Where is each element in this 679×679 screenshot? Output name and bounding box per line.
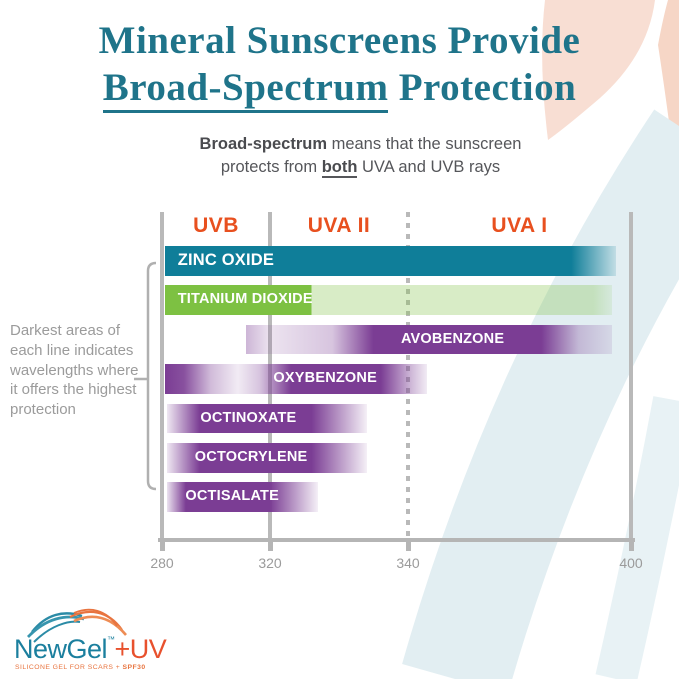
bar-octinoxate: OCTINOXATE <box>167 403 367 434</box>
title-line1: Mineral Sunscreens Provide <box>98 19 581 62</box>
subtitle-bold-lead: Broad-spectrum <box>199 135 327 153</box>
logo-brand-teal: NewGel <box>14 634 108 664</box>
bar-label: OXYBENZONE <box>273 370 377 387</box>
bar-octisalate: OCTISALATE <box>167 482 319 512</box>
title-underlined-phrase: Broad-Spectrum <box>102 65 389 113</box>
column-header-uva-i: UVA I <box>491 214 548 237</box>
page-title: Mineral Sunscreens Provide Broad-Spectru… <box>0 18 679 113</box>
x-axis-tick <box>405 538 411 551</box>
x-tick-label: 400 <box>619 555 643 571</box>
blue-arc-small <box>595 396 679 679</box>
logo-tm: ™ <box>107 635 115 644</box>
x-axis-tick <box>267 538 273 551</box>
x-tick-label: 280 <box>150 555 174 571</box>
bar-label: OCTINOXATE <box>200 409 297 426</box>
logo-tagline: SILICONE GEL FOR SCARS + SPF30 <box>15 664 146 671</box>
bracket-indicator <box>134 261 157 491</box>
bar-octocrylene: OCTOCRYLENE <box>167 443 367 473</box>
bar-zinc-oxide: ZINC OXIDE <box>164 246 617 276</box>
column-header-uva-ii: UVA II <box>307 214 371 237</box>
title-line2: Broad-Spectrum Protection <box>0 65 679 113</box>
subtitle: Broad-spectrum means that the sunscreen … <box>199 135 522 179</box>
logo-brand-orange: +UV <box>114 634 167 664</box>
brand-logo: NewGel™+UV SILICONE GEL FOR SCARS + SPF3… <box>12 604 167 674</box>
bar-titanium-dioxide: TITANIUM DIOXIDE <box>164 285 613 315</box>
bar-label: OCTISALATE <box>185 488 279 505</box>
bar-label: ZINC OXIDE <box>177 251 275 269</box>
x-axis-line <box>158 538 635 542</box>
title-line2-rest: Protection <box>388 65 577 109</box>
x-tick-label: 340 <box>396 555 420 571</box>
logo-brand-text: NewGel™+UV <box>14 634 167 664</box>
x-axis-tick <box>159 538 165 551</box>
blue-arc-large <box>402 109 679 679</box>
annotation-note: Darkest areas of each line indicates wav… <box>10 322 139 419</box>
bar-label: TITANIUM DIOXIDE <box>177 291 313 308</box>
bar-avobenzone: AVOBENZONE <box>245 324 613 355</box>
bar-oxybenzone: OXYBENZONE <box>164 364 427 394</box>
x-tick-label: 320 <box>258 555 282 571</box>
subtitle-both-underlined: both <box>321 158 358 179</box>
separator-line <box>160 212 164 540</box>
corner-swoosh-shape <box>542 0 655 140</box>
logo-swoosh-icon <box>26 608 127 643</box>
bar-label: OCTOCRYLENE <box>194 449 308 465</box>
x-axis-tick <box>628 538 634 551</box>
separator-line <box>629 212 633 540</box>
bar-label: AVOBENZONE <box>400 330 505 347</box>
column-header-uvb: UVB <box>193 214 239 237</box>
